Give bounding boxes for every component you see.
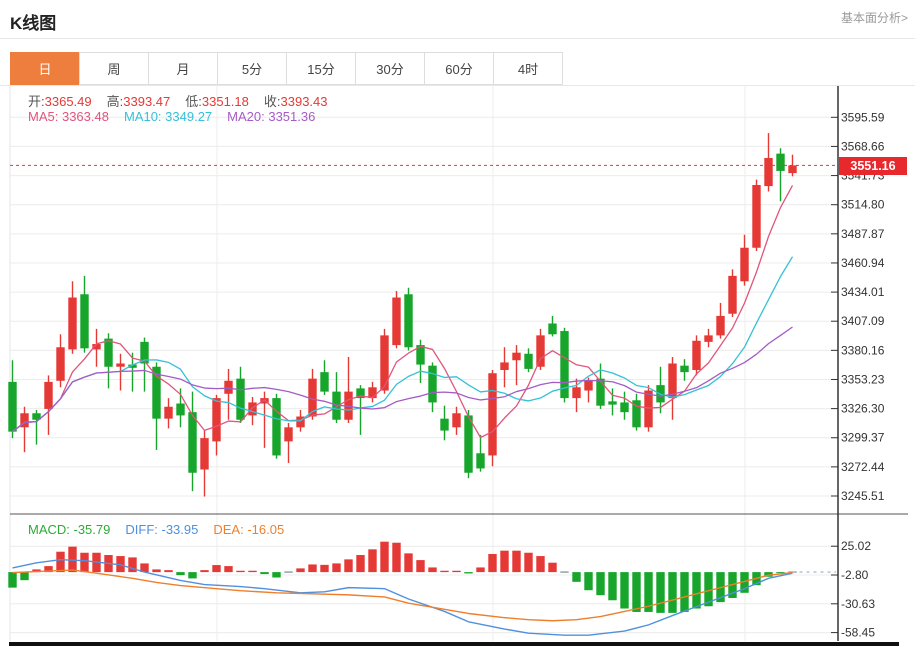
price-axis-label: 3326.30 — [841, 402, 885, 416]
ma-legend: MA5: 3363.48 MA10: 3349.27 MA20: 3351.36 — [28, 109, 330, 124]
period-tab-bar: 日周月 5分 15分 30分 60分 4时 — [10, 52, 563, 85]
macd-axis-label: -30.63 — [841, 597, 875, 611]
tab-period-2[interactable]: 月 — [148, 52, 218, 85]
legend-item: 低:3351.18 — [185, 94, 249, 109]
price-axis-label: 3460.94 — [841, 256, 885, 270]
header-divider — [0, 38, 915, 39]
legend-item: MA10: 3349.27 — [123, 109, 213, 124]
tab-period-4[interactable]: 15分 — [286, 52, 356, 85]
tab-period-1[interactable]: 周 — [79, 52, 149, 85]
legend-item: MA5: 3363.48 — [28, 109, 109, 124]
price-axis-label: 3434.01 — [841, 285, 885, 299]
current-price-badge: 3551.16 — [839, 157, 907, 175]
macd-axis-label: -58.45 — [841, 626, 875, 640]
tab-period-0[interactable]: 日 — [10, 52, 80, 85]
macd-axis-label: -2.80 — [841, 568, 869, 582]
tab-period-5[interactable]: 30分 — [355, 52, 425, 85]
price-axis-label: 3487.87 — [841, 227, 885, 241]
legend-item: 收:3393.43 — [263, 94, 328, 109]
price-axis-label: 3245.51 — [841, 489, 885, 503]
price-axis-label: 3299.37 — [841, 431, 885, 445]
ohlc-legend: 开:3365.49 高:3393.47 低:3351.18 收:3393.43 — [28, 91, 343, 110]
tab-period-7[interactable]: 4时 — [493, 52, 563, 85]
price-axis-label: 3353.23 — [841, 372, 885, 386]
tab-period-3[interactable]: 5分 — [217, 52, 287, 85]
price-axis-label: 3568.66 — [841, 139, 885, 153]
legend-item: 开:3365.49 — [28, 94, 92, 109]
price-axis-label: 3595.59 — [841, 110, 885, 124]
legend-item: MACD: -35.79 — [28, 522, 111, 537]
price-axis-label: 3407.09 — [841, 314, 885, 328]
legend-item: 高:3393.47 — [106, 94, 171, 109]
legend-item: MA20: 3351.36 — [227, 109, 316, 124]
macd-legend: MACD: -35.79 DIFF: -33.95 DEA: -16.05 — [28, 522, 299, 537]
legend-item: DIFF: -33.95 — [125, 522, 199, 537]
price-axis-label: 3514.80 — [841, 198, 885, 212]
price-axis-label: 3272.44 — [841, 460, 885, 474]
tab-period-6[interactable]: 60分 — [424, 52, 494, 85]
macd-axis-label: 25.02 — [841, 539, 871, 553]
page-title: K线图 — [10, 14, 57, 33]
legend-item: DEA: -16.05 — [213, 522, 285, 537]
price-axis-label: 3380.16 — [841, 343, 885, 357]
fundamental-analysis-link[interactable]: 基本面分析> — [840, 11, 908, 25]
bottom-border — [9, 642, 899, 646]
tab-bar-underline — [0, 85, 915, 86]
